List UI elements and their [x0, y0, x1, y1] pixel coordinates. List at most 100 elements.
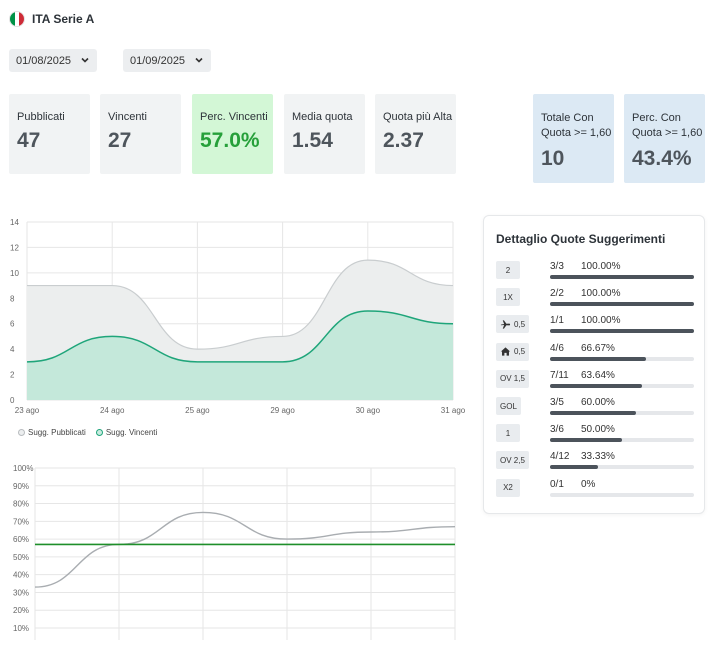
stat-label: Totale Con Quota >= 1,60 [541, 111, 611, 141]
quote-percentage: 0% [581, 478, 596, 490]
quote-badge: X2 [496, 478, 520, 497]
panel-title: Dettaglio Quote Suggerimenti [496, 232, 666, 246]
y-tick-label: 10 [10, 269, 19, 278]
stat-label-line1: Totale Con [541, 112, 594, 124]
legend-item-vincenti[interactable]: Sugg. Vincenti [95, 428, 158, 437]
chevron-down-icon [195, 57, 203, 63]
chart-legend: Sugg. Pubblicati Sugg. Vincenti [18, 428, 157, 437]
progress-bar-fill [550, 302, 694, 307]
quote-badge-label: 1X [503, 292, 513, 302]
quote-fraction: 1/1 [550, 315, 564, 327]
quote-badge: OV 2,5 [496, 451, 529, 470]
progress-bar [550, 356, 694, 361]
stat-label: Perc. Con Quota >= 1,60 [632, 111, 702, 141]
progress-bar [550, 329, 694, 334]
quote-fraction: 4/6 [550, 342, 564, 354]
y-tick-label: 60% [13, 535, 29, 544]
stat-label: Pubblicati [17, 111, 65, 123]
stat-card-media-quota: Media quota 1.54 [284, 94, 365, 174]
quote-percentage: 66.67% [581, 342, 615, 354]
stat-value: 1.54 [292, 129, 333, 152]
progress-bar [550, 411, 694, 415]
stat-card-vincenti: Vincenti 27 [100, 94, 181, 174]
area-chart: 0 2 4 6 8 10 12 14 23 ago 24 ago 25 ago 29 ago 30 ag… [10, 218, 466, 415]
chevron-down-icon [81, 57, 89, 63]
progress-bar [550, 438, 694, 443]
progress-bar-fill [550, 465, 598, 470]
progress-bar [550, 492, 694, 497]
league-header: ITA Serie A [9, 11, 94, 27]
quote-percentage: 63.64% [581, 369, 615, 381]
series-area [27, 311, 453, 400]
progress-bar [550, 275, 694, 279]
legend-label: Sugg. Vincenti [105, 428, 158, 437]
y-tick-label: 14 [10, 218, 19, 227]
quote-badge-label: 1 [505, 428, 511, 438]
home-icon [500, 346, 511, 357]
quote-percentage: 100.00% [581, 288, 621, 300]
quote-badge: GOL [496, 397, 521, 415]
quote-badge: 0,5 [496, 342, 530, 361]
quote-badge-label: 0,5 [514, 347, 526, 357]
quote-row: OV 2,5 4/12 33.33% [496, 451, 696, 471]
stat-value: 43.4% [632, 147, 692, 170]
quote-badge-label: 0,5 [514, 319, 526, 329]
quote-fraction: 3/5 [550, 397, 564, 408]
progress-bar-fill [550, 275, 694, 279]
quote-fraction: 3/3 [550, 261, 564, 272]
y-tick-label: 2 [10, 371, 15, 380]
legend-item-pubblicati[interactable]: Sugg. Pubblicati [18, 428, 86, 437]
quote-percentage: 100.00% [581, 315, 621, 327]
quote-percentage: 50.00% [581, 424, 615, 436]
stat-value: 10 [541, 147, 565, 170]
y-tick-label: 8 [10, 294, 15, 303]
quote-percentage: 33.33% [581, 451, 615, 463]
series-line [26, 310, 454, 363]
y-tick-label: 20% [13, 606, 29, 615]
quote-percentage: 60.00% [581, 397, 615, 408]
y-tick-label: 4 [10, 345, 15, 354]
stat-card-perc-vincenti: Perc. Vincenti 57.0% [192, 94, 273, 174]
y-tick-label: 90% [13, 482, 29, 491]
stat-card-pubblicati: Pubblicati 47 [9, 94, 90, 174]
quote-row: 0,5 1/1 100.00% [496, 315, 696, 335]
quote-badge: 1X [496, 288, 520, 307]
series-line [26, 259, 454, 350]
date-to-select[interactable]: 01/09/2025 [123, 49, 211, 72]
legend-label: Sugg. Pubblicati [28, 428, 86, 437]
x-tick-label: 31 ago [441, 406, 466, 415]
stat-value: 27 [108, 129, 132, 152]
y-tick-label: 0 [10, 396, 15, 405]
stat-label: Quota più Alta [383, 111, 453, 123]
y-tick-label: 100% [13, 464, 33, 473]
progress-bar [550, 302, 694, 307]
legend-dot-icon [18, 429, 25, 436]
x-tick-label: 30 ago [356, 406, 381, 415]
quote-badge-label: GOL [500, 401, 517, 411]
italy-flag-icon [9, 11, 25, 27]
y-tick-label: 10% [13, 624, 29, 633]
stat-value: 2.37 [383, 129, 424, 152]
stat-value: 57.0% [200, 129, 260, 152]
date-from-select[interactable]: 01/08/2025 [9, 49, 97, 72]
quote-badge-label: X2 [503, 483, 513, 493]
quote-badge: 0,5 [496, 315, 530, 334]
stat-label-line1: Perc. Con [632, 112, 681, 124]
y-tick-label: 70% [13, 517, 29, 526]
x-tick-label: 29 ago [270, 406, 295, 415]
quote-badge: 2 [496, 261, 520, 279]
league-title: ITA Serie A [32, 12, 95, 26]
x-tick-label: 23 ago [15, 406, 40, 415]
stat-label: Media quota [292, 111, 353, 123]
stat-label-line2: Quota >= 1,60 [541, 127, 612, 139]
progress-bar [550, 465, 694, 470]
quote-fraction: 7/11 [550, 369, 569, 381]
stat-label: Vincenti [108, 111, 147, 123]
quote-badge-label: 2 [505, 265, 511, 275]
y-tick-label: 80% [13, 500, 29, 509]
stat-label: Perc. Vincenti [200, 111, 268, 123]
stat-card-perc-quota: Perc. Con Quota >= 1,60 43.4% [624, 94, 705, 183]
quote-fraction: 3/6 [550, 424, 564, 436]
percentage-line-chart: 10% 20% 30% 40% 50% 60% 70% 80% 90% 100% [13, 464, 456, 640]
quote-badge: OV 1,5 [496, 369, 529, 388]
